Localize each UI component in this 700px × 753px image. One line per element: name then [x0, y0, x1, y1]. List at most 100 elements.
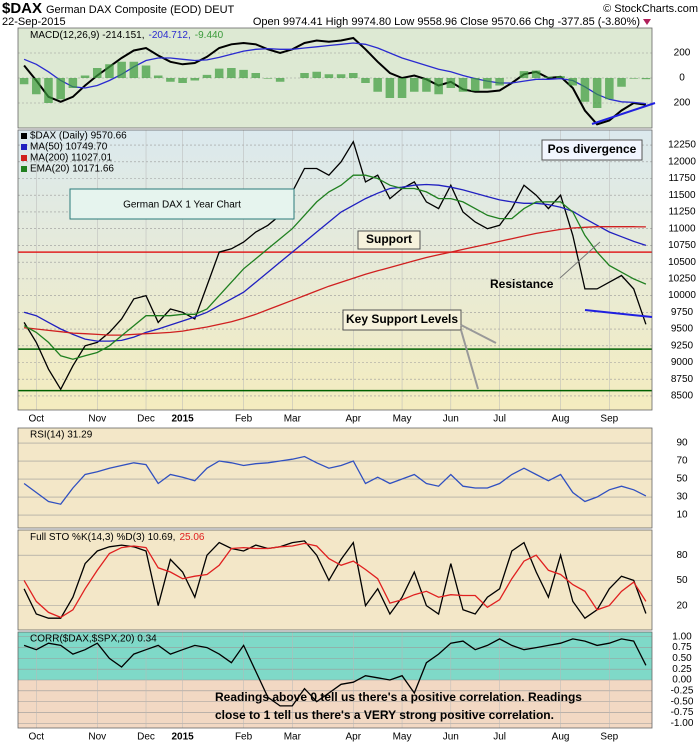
- panel-title: RSI(14) 31.29: [30, 430, 93, 441]
- series-line: [23, 183, 647, 342]
- histogram-bar: [166, 78, 175, 82]
- y-tick-label: -1.00: [671, 718, 694, 729]
- y-tick-label: 50: [676, 575, 688, 586]
- trendline: [584, 309, 653, 318]
- security-name: German DAX Composite (EOD) DEUT: [46, 4, 235, 16]
- histogram-bar: [141, 65, 151, 78]
- y-tick-label: 0.75: [672, 642, 692, 653]
- histogram-bar: [568, 78, 578, 86]
- y-tick-label: 1.00: [672, 631, 692, 642]
- arrow: [460, 329, 479, 390]
- histogram-bar: [641, 78, 651, 80]
- y-tick-label: 20: [676, 600, 688, 611]
- legend-entry: MA(50) 10749.70: [30, 142, 108, 153]
- note: Key Support Levels: [346, 312, 458, 326]
- panel-border: [17, 427, 653, 529]
- panel-title: CORR($DAX,$SPX,20) 0.34: [30, 634, 157, 645]
- y-tick-label: 8750: [671, 374, 694, 385]
- histogram-bar: [336, 74, 346, 78]
- histogram-bar: [629, 78, 638, 79]
- histogram-bar: [32, 78, 41, 95]
- x-tick-label: Jul: [493, 732, 506, 743]
- x-tick-label: Aug: [552, 732, 570, 743]
- legend-swatch: [21, 133, 27, 139]
- y-tick-label: -0.50: [671, 696, 694, 707]
- y-tick-label: -0.75: [671, 707, 694, 718]
- panel-border: [17, 529, 653, 631]
- histogram-bar: [349, 73, 358, 78]
- arrow: [460, 324, 497, 344]
- x-tick-label: Feb: [235, 414, 253, 425]
- x-tick-label: Oct: [29, 732, 45, 743]
- y-tick-label: 0: [679, 73, 685, 84]
- y-tick-label: 0.25: [672, 664, 692, 675]
- y-tick-label: 10250: [668, 274, 696, 285]
- histogram-bar: [312, 71, 321, 78]
- histogram-bar: [397, 78, 407, 98]
- note: Pos divergence: [548, 142, 637, 156]
- symbol: $DAX: [2, 0, 42, 17]
- panel-border: [17, 27, 653, 129]
- x-tick-label: Dec: [137, 732, 155, 743]
- series-line: [23, 455, 647, 505]
- histogram-bar: [239, 69, 248, 78]
- histogram-bar: [300, 73, 309, 78]
- histogram-bar: [458, 78, 468, 92]
- histogram-bar: [92, 68, 102, 78]
- note: Resistance: [490, 277, 554, 291]
- histogram-bar: [373, 78, 382, 92]
- histogram-bar: [275, 78, 285, 82]
- histogram-bar: [592, 78, 602, 108]
- x-tick-label: Jul: [493, 414, 506, 425]
- y-tick-label: 0.00: [672, 675, 692, 686]
- series-line: [23, 540, 647, 620]
- y-tick-label: 70: [676, 456, 688, 467]
- y-tick-label: 200: [674, 98, 691, 109]
- x-tick-label: Dec: [137, 414, 155, 425]
- y-tick-label: 0.50: [672, 653, 692, 664]
- legend-entry: $DAX (Daily) 9570.66: [30, 131, 127, 142]
- x-tick-label: Sep: [600, 732, 618, 743]
- histogram-bar: [483, 78, 492, 89]
- x-tick-label: May: [393, 414, 412, 425]
- panel-border: [17, 631, 653, 729]
- legend-entry: MA(200) 11027.01: [30, 153, 113, 164]
- y-tick-label: 9250: [671, 340, 694, 351]
- histogram-bar: [227, 68, 236, 78]
- y-tick-label: 8500: [671, 391, 694, 402]
- x-tick-label: 2015: [171, 414, 194, 425]
- y-tick-label: 9500: [671, 324, 694, 335]
- legend-swatch: [21, 155, 27, 161]
- y-tick-label: 12000: [668, 156, 696, 167]
- histogram-bar: [617, 78, 626, 87]
- y-tick-label: 10: [676, 510, 688, 521]
- quote: Open 9974.41 High 9974.80 Low 9558.96 Cl…: [253, 16, 640, 28]
- source: © StockCharts.com: [603, 3, 698, 15]
- histogram-bar: [117, 61, 126, 78]
- panel-title: MACD(12,26,9) -214.151, -204.712, -9.440: [30, 30, 224, 41]
- down-arrow: [643, 19, 651, 25]
- legend-entry: MACD(12,26,9) -214.151,: [30, 30, 145, 41]
- histogram-bar: [153, 75, 163, 78]
- x-tick-label: Jun: [443, 732, 459, 743]
- histogram-bar: [251, 73, 261, 78]
- histogram-bar: [422, 78, 431, 92]
- note-box: [342, 309, 462, 331]
- series-line: [24, 226, 646, 336]
- histogram-bar: [44, 78, 53, 103]
- histogram-bar: [495, 78, 504, 86]
- x-tick-label: Nov: [88, 414, 106, 425]
- x-tick-label: Mar: [284, 732, 302, 743]
- histogram-bar: [446, 78, 456, 88]
- x-tick-label: Apr: [346, 414, 362, 425]
- date: 22-Sep-2015: [2, 16, 66, 28]
- histogram-bar: [531, 70, 541, 78]
- legend-entry: EMA(20) 10171.66: [30, 164, 114, 175]
- histogram-bar: [409, 78, 419, 92]
- y-tick-label: 90: [676, 438, 688, 449]
- legend-swatch: [21, 144, 27, 150]
- legend-swatch: [21, 166, 27, 172]
- y-tick-label: 12250: [668, 140, 696, 151]
- x-tick-label: May: [393, 732, 412, 743]
